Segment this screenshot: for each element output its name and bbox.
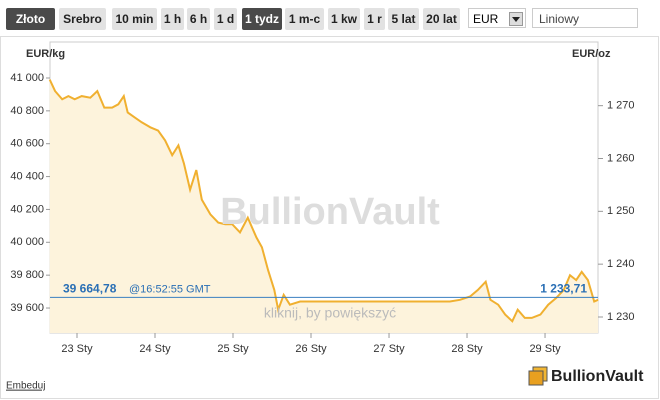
x-tick-label: 26 Sty <box>295 343 327 355</box>
current-price-oz-label: 1 233,71 <box>540 282 587 296</box>
metal-button[interactable]: Złoto <box>6 8 55 30</box>
dropdown-arrow[interactable] <box>509 12 523 26</box>
y-tick-label: 40 400 <box>10 170 44 182</box>
watermark: BullionVault <box>220 191 440 233</box>
current-time: @16:52:55 GMT <box>129 283 211 295</box>
y-tick-label: 39 800 <box>10 269 44 281</box>
x-tick-label: 25 Sty <box>217 343 249 355</box>
y-tick-label: 40 200 <box>10 203 44 215</box>
click-hint[interactable]: kliknij, by powiększyć <box>264 305 396 321</box>
period-button[interactable]: 5 lat <box>388 8 419 30</box>
marks <box>48 79 599 333</box>
y-tick-label: 39 600 <box>10 302 44 314</box>
chart-style-input[interactable]: Liniowy <box>532 8 638 28</box>
y-tick-label: 40 600 <box>10 138 44 150</box>
y2-tick-label: 1 230 <box>607 311 635 323</box>
period-button[interactable]: 1 tydz <box>242 8 282 30</box>
y2-tick-label: 1 250 <box>607 205 635 217</box>
y2-tick-label: 1 260 <box>607 152 635 164</box>
period-button[interactable]: 20 lat <box>423 8 460 30</box>
x-tick-label: 23 Sty <box>61 343 93 355</box>
y-tick-label: 41 000 <box>10 72 44 84</box>
y2-tick-label: 1 270 <box>607 100 635 112</box>
y-axis-title: EUR/kg <box>26 48 65 60</box>
logo-text: BullionVault <box>551 368 644 385</box>
y-tick-label: 40 000 <box>10 236 44 248</box>
period-button[interactable]: 1 d <box>214 8 237 30</box>
y2-axis-title: EUR/oz <box>572 48 611 60</box>
currency-value: EUR <box>473 12 499 26</box>
area <box>49 79 599 333</box>
period-button[interactable]: 1 kw <box>328 8 360 30</box>
line <box>48 79 599 323</box>
period-button[interactable]: 1 r <box>364 8 385 30</box>
period-button[interactable]: 6 h <box>187 8 210 30</box>
x-tick-label: 29 Sty <box>529 343 561 355</box>
y2-tick-label: 1 240 <box>607 258 635 270</box>
metal-button[interactable]: Srebro <box>59 8 106 30</box>
current-price-label: 39 664,78 <box>63 282 117 296</box>
logo-icon <box>528 370 544 386</box>
chart-frame <box>0 36 659 399</box>
x-tick-label: 27 Sty <box>373 343 405 355</box>
period-button[interactable]: 1 m-c <box>285 8 324 30</box>
y-tick-label: 40 800 <box>10 105 44 117</box>
period-button[interactable]: 1 h <box>161 8 184 30</box>
embed-link[interactable]: Embeduj <box>6 381 45 392</box>
currency-select[interactable]: EUR <box>468 8 526 28</box>
x-tick-label: 24 Sty <box>139 343 171 355</box>
period-button[interactable]: 10 min <box>112 8 157 30</box>
x-tick-label: 28 Sty <box>451 343 483 355</box>
